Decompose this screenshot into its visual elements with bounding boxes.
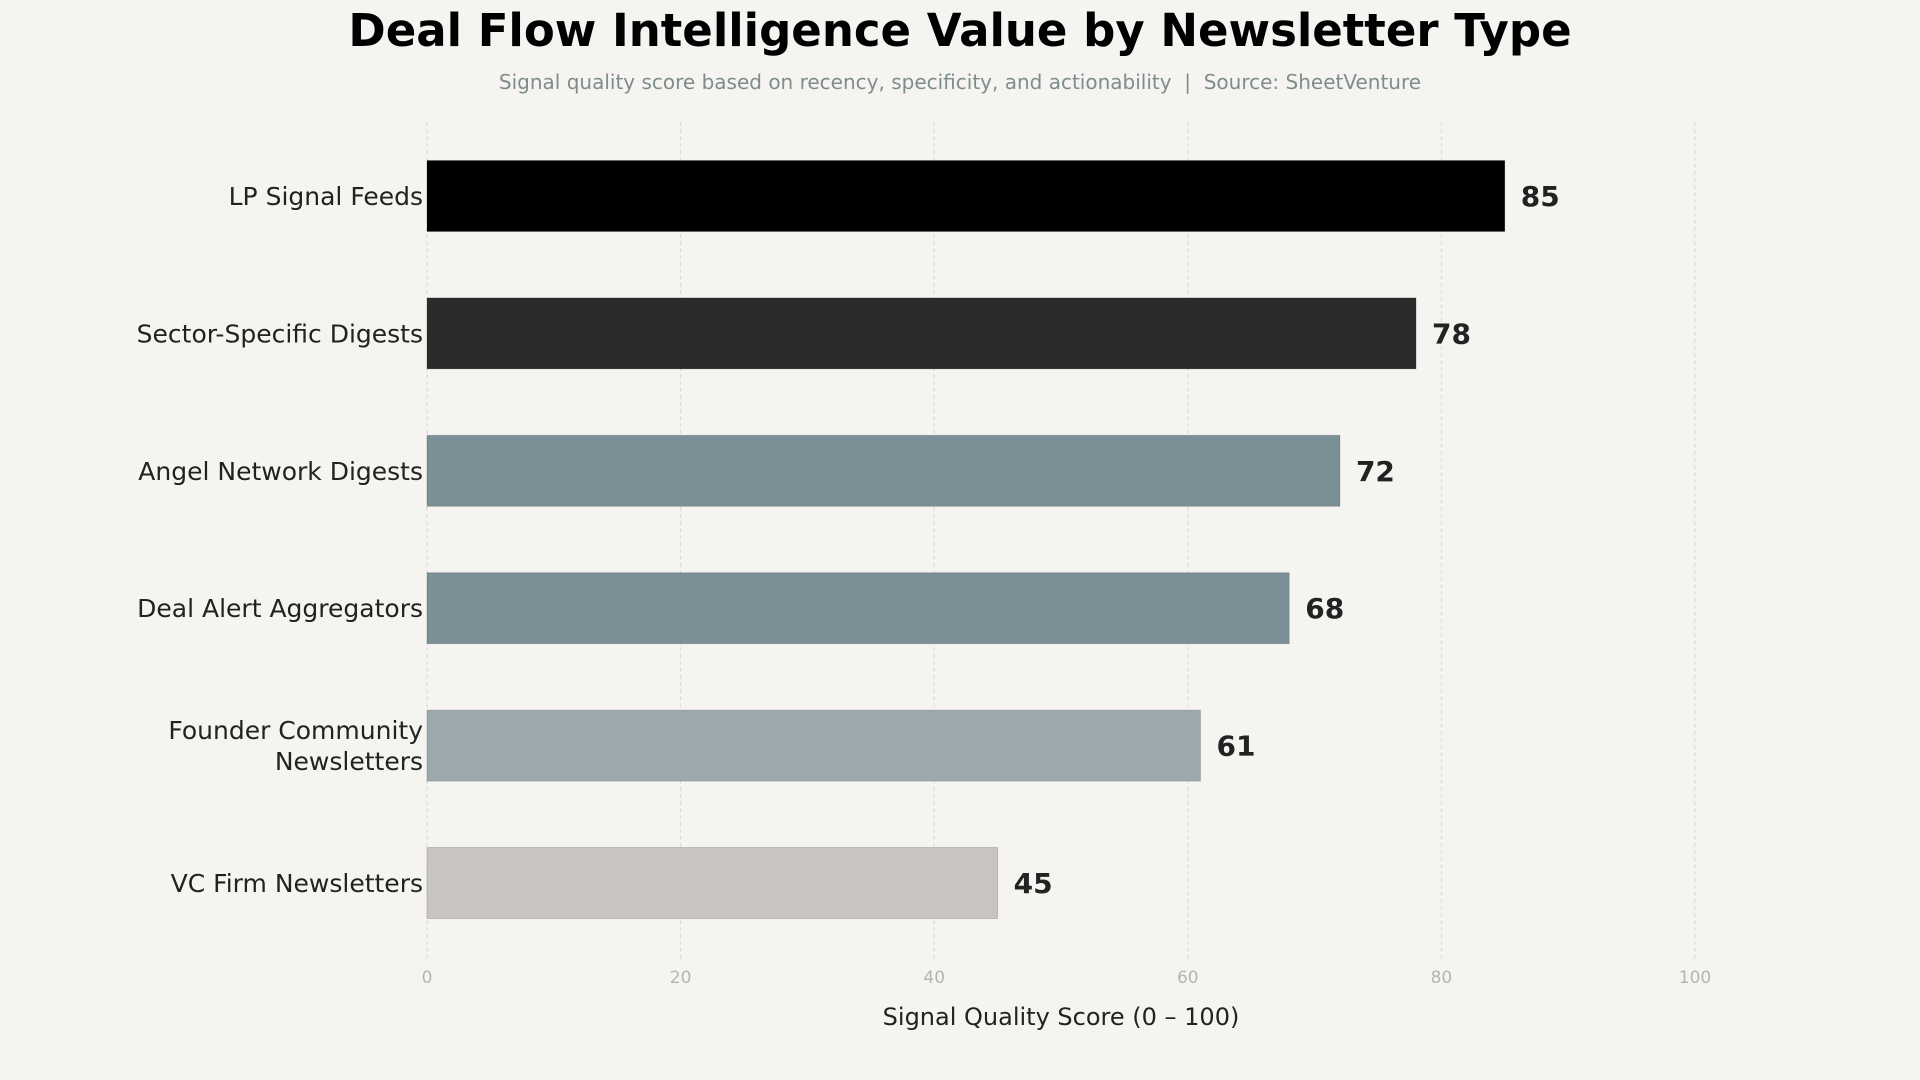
- bar: [426, 847, 999, 919]
- bar: [426, 709, 1201, 782]
- bar: [426, 297, 1417, 370]
- y-category-label: VC Firm Newsletters: [171, 869, 423, 898]
- x-tick-label: 60: [1177, 968, 1199, 988]
- data-label: 78: [1432, 317, 1471, 350]
- x-tick-label: 20: [670, 968, 692, 988]
- data-label: 72: [1356, 455, 1395, 488]
- data-label: 85: [1521, 180, 1560, 213]
- y-category-label: Sector-Specific Digests: [137, 319, 423, 348]
- data-label: 68: [1305, 592, 1344, 625]
- y-category-label: Deal Alert Aggregators: [137, 594, 423, 623]
- data-label: 61: [1216, 730, 1255, 763]
- bar: [426, 572, 1290, 645]
- chart-title: Deal Flow Intelligence Value by Newslett…: [348, 4, 1572, 57]
- x-tick-label: 100: [1679, 968, 1711, 988]
- bar: [426, 160, 1506, 232]
- y-category-label: Angel Network Digests: [138, 457, 423, 486]
- data-label: 45: [1014, 867, 1053, 900]
- y-category-label: LP Signal Feeds: [229, 182, 423, 211]
- x-axis-label: Signal Quality Score (0 – 100): [883, 1003, 1240, 1031]
- x-tick-label: 80: [1431, 968, 1453, 988]
- bar: [426, 434, 1341, 507]
- y-category-label: Founder Community Newsletters: [168, 716, 423, 776]
- x-tick-label: 0: [422, 968, 433, 988]
- chart-subtitle: Signal quality score based on recency, s…: [498, 70, 1422, 94]
- x-tick-label: 40: [923, 968, 945, 988]
